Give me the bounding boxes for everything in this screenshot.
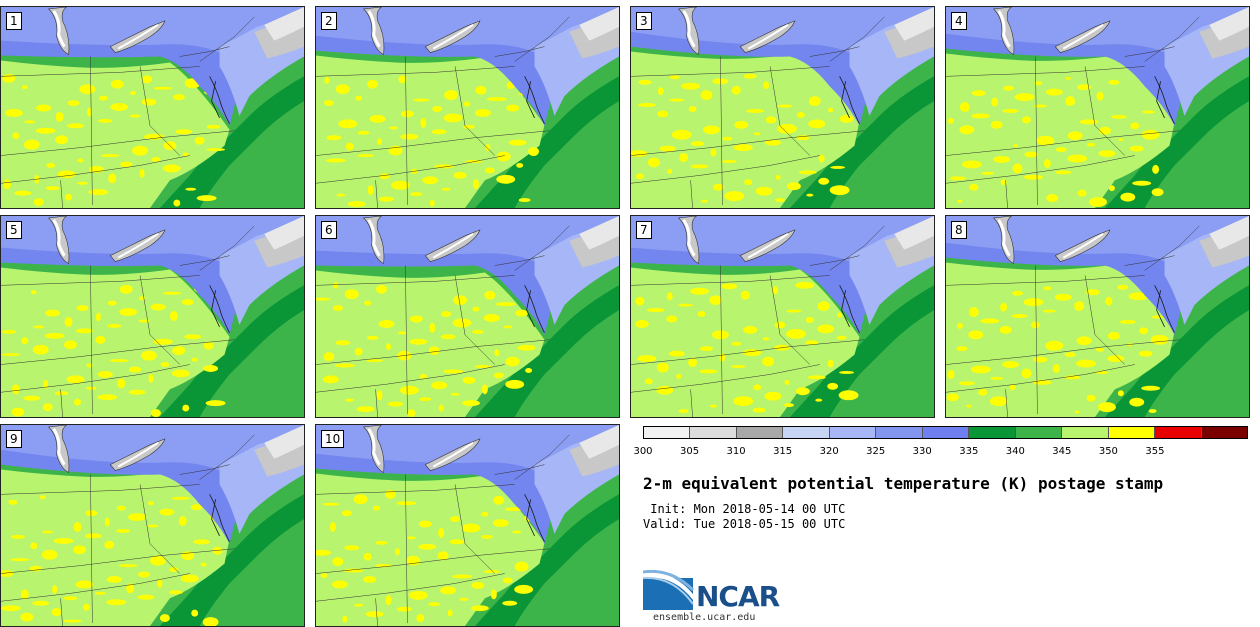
postage-stamp-panel: 2 xyxy=(315,6,620,209)
ncar-logo-icon xyxy=(643,570,695,610)
colorbar-segment xyxy=(1155,427,1202,438)
panel-map xyxy=(631,216,934,417)
postage-stamp-panel: 3 xyxy=(630,6,935,209)
panel-label: 7 xyxy=(636,221,652,239)
valid-time: Valid: Tue 2018-05-15 00 UTC xyxy=(643,517,846,531)
logo-name: NCAR xyxy=(696,580,780,613)
colorbar-segment xyxy=(690,427,737,438)
postage-stamp-panel: 7 xyxy=(630,215,935,418)
panel-label: 8 xyxy=(951,221,967,239)
panel-map xyxy=(1,216,304,417)
postage-stamp-panel: 4 xyxy=(945,6,1250,209)
colorbar-tick-label: 335 xyxy=(959,446,979,457)
panel-label: 2 xyxy=(321,12,337,30)
colorbar-tick-label: 355 xyxy=(1145,446,1165,457)
panel-map xyxy=(1,7,304,208)
colorbar-segment xyxy=(829,427,877,438)
panel-label: 1 xyxy=(6,12,22,30)
panel-map xyxy=(1,425,304,626)
panel-map xyxy=(316,216,619,417)
colorbar-tick-label: 340 xyxy=(1005,446,1025,457)
panel-label: 6 xyxy=(321,221,337,239)
colorbar-segment xyxy=(736,427,784,438)
postage-stamp-panel: 8 xyxy=(945,215,1250,418)
colorbar-tick-label: 310 xyxy=(726,446,746,457)
postage-stamp-panel: 5 xyxy=(0,215,305,418)
colorbar-segment xyxy=(1062,427,1109,438)
colorbar xyxy=(643,426,1248,439)
panel-map xyxy=(316,7,619,208)
colorbar-tick-label: 320 xyxy=(819,446,839,457)
init-time: Init: Mon 2018-05-14 00 UTC xyxy=(643,502,846,516)
colorbar-tick-label: 325 xyxy=(866,446,886,457)
panel-label: 10 xyxy=(321,430,345,448)
panel-map xyxy=(946,7,1249,208)
colorbar-segment xyxy=(969,427,1016,438)
panel-map xyxy=(316,425,619,626)
colorbar-segment xyxy=(783,427,830,438)
postage-stamp-panel: 1 xyxy=(0,6,305,209)
figure-title: 2-m equivalent potential temperature (K)… xyxy=(643,474,1164,493)
colorbar-tick-label: 300 xyxy=(633,446,653,457)
logo-url: ensemble.ucar.edu xyxy=(653,612,756,623)
colorbar-tick-label: 330 xyxy=(912,446,932,457)
panel-label: 3 xyxy=(636,12,652,30)
colorbar-tick-label: 345 xyxy=(1052,446,1072,457)
postage-stamp-panel: 10 xyxy=(315,424,620,627)
colorbar-tick-label: 305 xyxy=(679,446,700,457)
colorbar-segment xyxy=(922,427,970,438)
colorbar-segment xyxy=(1108,427,1156,438)
panel-label: 9 xyxy=(6,430,22,448)
postage-stamp-panel: 9 xyxy=(0,424,305,627)
colorbar-segment xyxy=(1201,427,1248,438)
colorbar-tick-label: 315 xyxy=(773,446,793,457)
colorbar-segment xyxy=(1015,427,1063,438)
panel-label: 4 xyxy=(951,12,967,30)
colorbar-segment xyxy=(644,427,691,438)
colorbar-segment xyxy=(876,427,923,438)
panel-label: 5 xyxy=(6,221,22,239)
panel-map xyxy=(631,7,934,208)
colorbar-tick-label: 350 xyxy=(1098,446,1118,457)
postage-stamp-panel: 6 xyxy=(315,215,620,418)
panel-map xyxy=(946,216,1249,417)
